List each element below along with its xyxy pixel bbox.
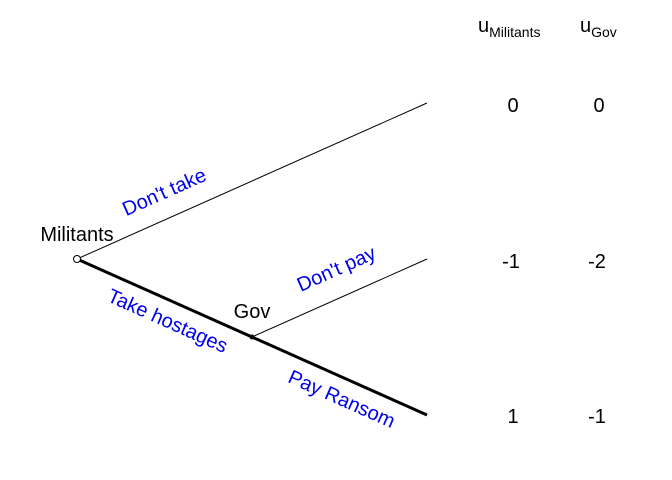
header-u-militants-sub: Militants — [489, 24, 540, 40]
payoff-gov-dont-pay: -2 — [588, 251, 606, 273]
header-u-gov-sub: Gov — [591, 24, 617, 40]
header-u-gov: uGov — [580, 15, 617, 40]
payoff-militants-dont-take: 0 — [507, 95, 518, 117]
payoff-militants-pay-ransom: 1 — [507, 406, 518, 428]
branch-pay-ransom — [251, 335, 428, 417]
root-node — [73, 255, 81, 263]
branch-take-hostages — [76, 257, 253, 339]
header-u-gov-base: u — [580, 15, 591, 37]
action-label-dont-take: Don't take — [119, 164, 210, 220]
gov-node — [249, 334, 255, 340]
gov-node-label: Gov — [234, 301, 271, 323]
action-label-take-hostages: Take hostages — [104, 285, 231, 358]
header-u-militants: uMilitants — [478, 15, 540, 40]
branch-dont-take — [76, 102, 428, 260]
payoff-gov-dont-take: 0 — [593, 95, 604, 117]
payoff-militants-dont-pay: -1 — [502, 251, 520, 273]
root-node-label: Militants — [40, 224, 113, 246]
branch-dont-pay — [251, 258, 428, 338]
action-label-dont-pay: Don't pay — [294, 242, 380, 296]
header-u-militants-base: u — [478, 15, 489, 37]
payoff-gov-pay-ransom: -1 — [588, 406, 606, 428]
